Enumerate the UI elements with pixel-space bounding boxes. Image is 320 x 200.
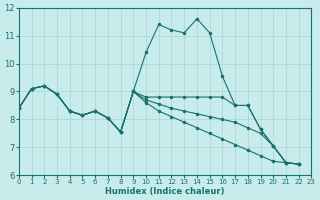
X-axis label: Humidex (Indice chaleur): Humidex (Indice chaleur) [105,187,225,196]
